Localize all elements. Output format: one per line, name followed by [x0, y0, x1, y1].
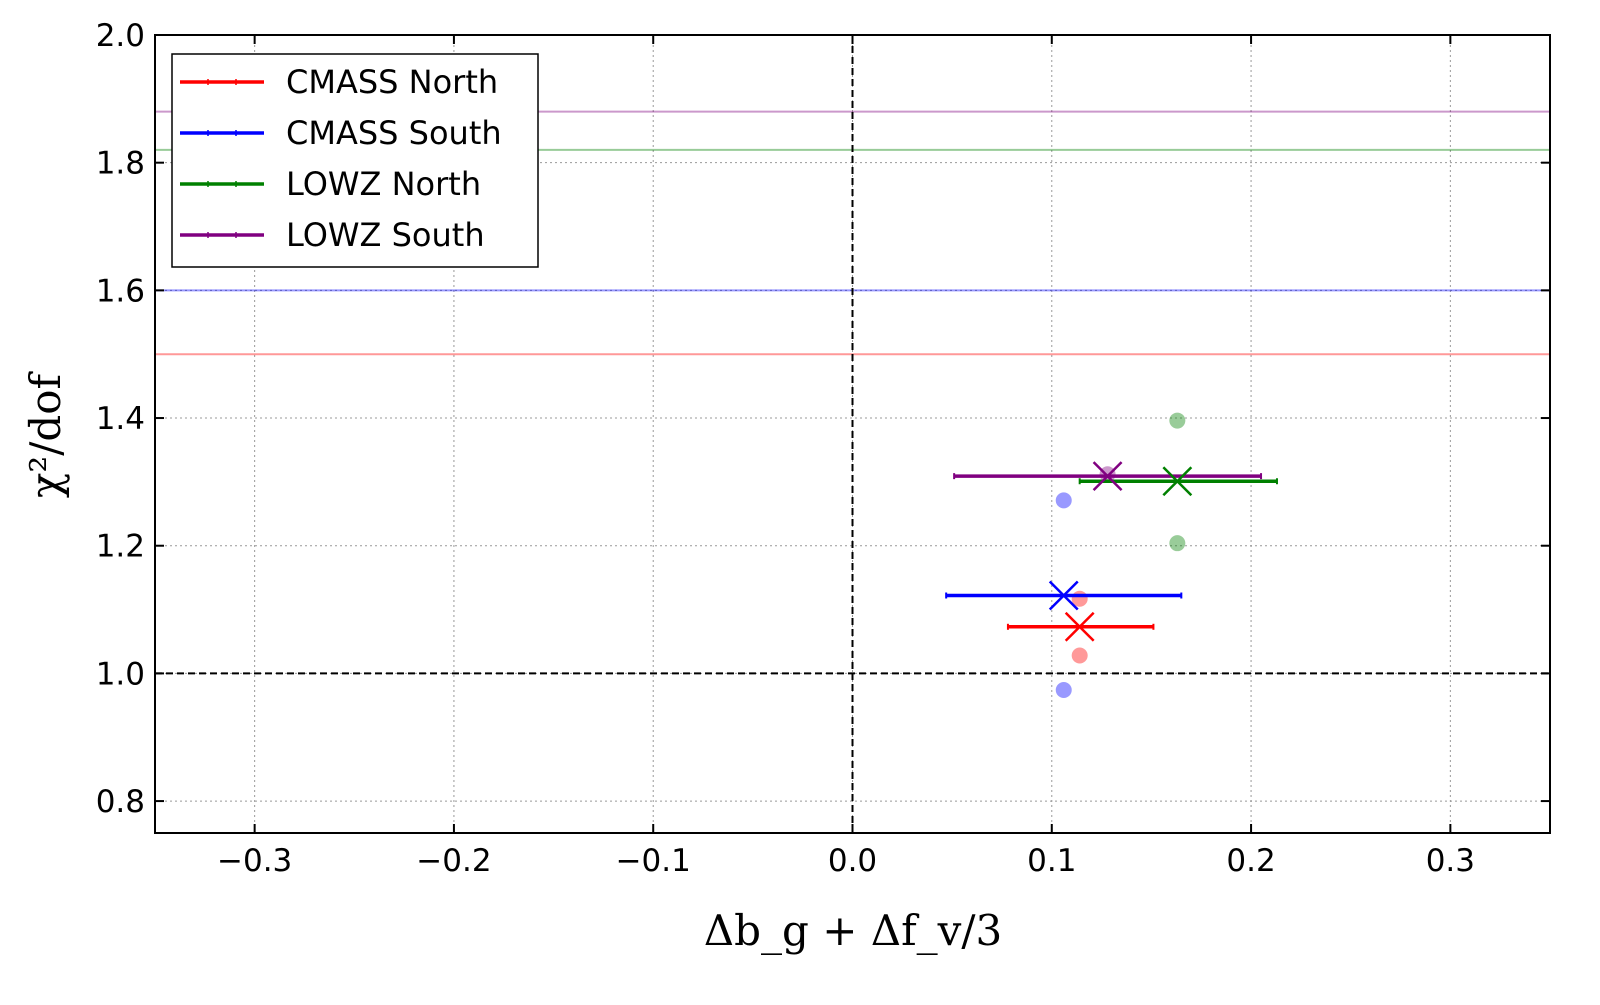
dot-lowz-north [1169, 535, 1186, 552]
marker-cmass-south [1048, 580, 1079, 611]
dot-cmass-south [1055, 492, 1072, 509]
marker-lowz-south [1092, 461, 1123, 492]
legend-label-cmass-north: CMASS North [286, 63, 498, 101]
x-tick-label: −0.3 [217, 843, 292, 879]
y-tick-label: 1.2 [96, 529, 145, 565]
y-axis-title: χ²/dof [21, 370, 70, 498]
y-tick-label: 0.8 [96, 784, 145, 820]
x-tick-label: −0.2 [416, 843, 491, 879]
dots-layer [1055, 412, 1186, 698]
x-tick-label: 0.0 [828, 843, 877, 879]
legend-label-lowz-north: LOWZ North [286, 165, 481, 203]
marker-stroke [1162, 466, 1193, 497]
marker-stroke [1064, 611, 1095, 642]
y-tick-label: 1.6 [96, 273, 145, 309]
errorbar-layer [945, 473, 1278, 630]
legend: CMASS North CMASS South LOWZ North LOWZ Sou… [171, 53, 539, 268]
legend-label-lowz-south: LOWZ South [286, 216, 485, 254]
marker-stroke [1048, 580, 1079, 611]
ticks-layer [155, 34, 1550, 833]
x-tick-label: 0.3 [1426, 843, 1475, 879]
tick-labels: −0.3 −0.2 −0.1 0.0 0.1 0.2 0.3 0.8 1.0 1.2 1.4 1.6 1… [96, 18, 1475, 879]
reference-lines [155, 35, 1550, 833]
legend-box [171, 53, 539, 268]
marker-cmass-north [1064, 611, 1095, 642]
y-tick-label: 1.4 [96, 401, 145, 437]
x-tick-label: 0.2 [1226, 843, 1275, 879]
marker-stroke [1092, 461, 1123, 492]
dot-cmass-south [1055, 681, 1072, 698]
marker-layer [1048, 461, 1193, 642]
dot-lowz-south [1099, 466, 1116, 483]
x-axis-title: Δb_g + Δf_v/3 [704, 906, 1002, 955]
y-tick-label: 1.8 [96, 146, 145, 182]
legend-items: CMASS North CMASS South LOWZ North LOWZ Sou… [180, 63, 502, 254]
y-tick-label: 1.0 [96, 656, 145, 692]
x-tick-label: −0.1 [616, 843, 691, 879]
dot-lowz-north [1169, 412, 1186, 429]
legend-label-cmass-south: CMASS South [286, 114, 502, 152]
y-tick-label: 2.0 [96, 18, 145, 54]
x-tick-label: 0.1 [1027, 843, 1076, 879]
dot-cmass-north [1071, 647, 1088, 664]
marker-lowz-north [1162, 466, 1193, 497]
